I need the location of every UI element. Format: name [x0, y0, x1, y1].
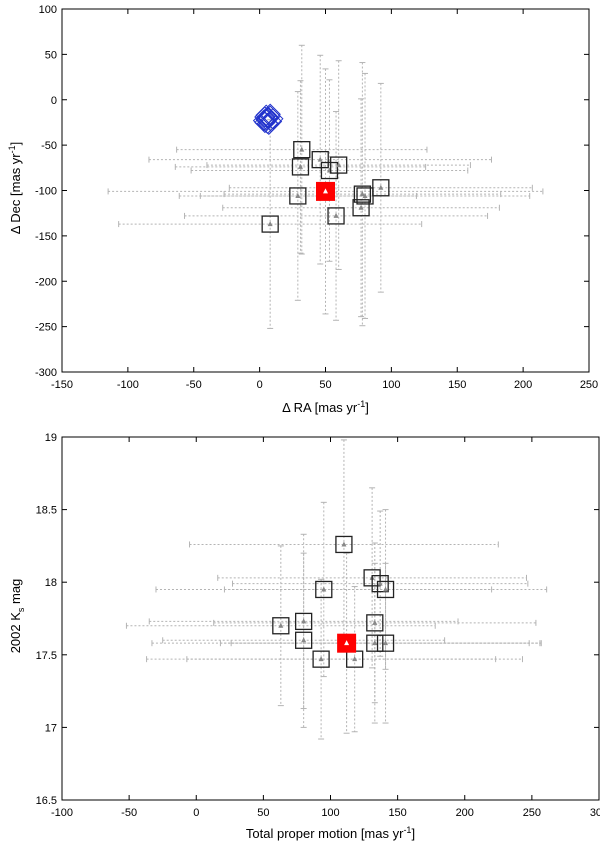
bottom-sample-square [272, 617, 290, 635]
top-sample-triangle [358, 204, 364, 210]
top-x-tick-label: -100 [117, 379, 139, 391]
top-y-tick-label: -50 [41, 140, 57, 152]
bottom-y-tick-label: 17.5 [36, 650, 57, 662]
bottom-sample-triangle [383, 586, 389, 592]
top-x-axis-title: Δ RA [mas yr-1] [282, 399, 369, 415]
bottom-plot-frame [61, 436, 600, 801]
top-sample-square [320, 161, 339, 180]
top-sample-triangle [362, 192, 368, 198]
top-sample-triangle [295, 192, 301, 198]
bottom-y-axis-title: 2002 Ks mag [8, 579, 26, 654]
bottom-y-tick-label: 16.5 [36, 795, 57, 807]
bottom-panel-pm-mag: -100 -50 0 50 100 150 200 250 300 16.5 17 17.5 18 18.… [36, 432, 600, 819]
bottom-x-tick-label: -50 [121, 807, 137, 819]
bottom-sample-square [335, 535, 353, 554]
bottom-target-triangle [344, 640, 350, 646]
top-x-tick-label: 100 [382, 379, 400, 391]
top-x-tick-label: 250 [580, 379, 598, 391]
bottom-sample-square [294, 612, 313, 631]
bottom-x-tick-label: -100 [51, 807, 73, 819]
top-y-tick-label: 0 [51, 95, 57, 107]
bottom-sample-triangle [341, 541, 347, 547]
bottom-x-tick-label: 50 [257, 807, 269, 819]
top-y-tick-label: -150 [35, 231, 57, 243]
top-sample-square [352, 199, 370, 217]
bottom-x-tick-label: 250 [523, 807, 541, 819]
top-sample-square [327, 207, 345, 225]
top-sample-square [353, 185, 372, 203]
bottom-sample-triangle [321, 586, 327, 592]
bottom-sample-square [312, 650, 330, 668]
bottom-sample-triangle [301, 637, 307, 643]
top-sample-square [291, 158, 310, 176]
top-y-tick-label: -250 [35, 322, 57, 334]
top-x-tick-label: -150 [51, 379, 73, 391]
bottom-sample-square [371, 575, 389, 593]
bottom-x-tick-label: 100 [321, 807, 339, 819]
top-sample-triangle [336, 162, 342, 168]
top-panel-ra-dec: -150 -100 -50 0 50 100 150 200 250 -300 -250 -200 -1… [35, 4, 598, 391]
top-x-tick-label: -50 [186, 379, 202, 391]
bottom-sample-square [376, 634, 395, 652]
top-sample-square [330, 156, 348, 174]
top-reference-diamond [259, 103, 281, 125]
top-x-tick-label: 50 [319, 379, 331, 391]
top-sample-square [289, 187, 307, 205]
top-reference-diamond [256, 107, 279, 129]
top-sample-triangle [333, 212, 339, 218]
bottom-y-tick-label: 19 [45, 432, 57, 444]
bottom-sample-triangle [352, 656, 358, 662]
bottom-sample-square [366, 634, 384, 652]
bottom-sample-triangle [377, 580, 383, 586]
top-reference-diamond [255, 104, 277, 126]
top-sample-square [261, 215, 279, 233]
top-sample-triangle [267, 221, 273, 227]
top-x-tick-label: 200 [514, 379, 532, 391]
top-sample-triangle [297, 163, 303, 169]
bottom-y-tick-label: 18.5 [36, 505, 57, 517]
bottom-sample-triangle [372, 640, 378, 646]
bottom-sample-square [366, 614, 384, 632]
top-x-tick-label: 0 [257, 379, 263, 391]
bottom-x-tick-label: 200 [456, 807, 474, 819]
top-sample-triangle [317, 156, 323, 162]
top-target-triangle [323, 188, 328, 194]
top-sample-square [293, 141, 311, 159]
top-sample-triangle [299, 146, 305, 152]
top-y-axis-title: Δ Dec [mas yr-1] [7, 142, 23, 235]
bottom-sample-triangle [318, 656, 324, 662]
top-sample-square [372, 179, 390, 197]
top-x-tick-label: 150 [448, 379, 466, 391]
top-sample-triangle [359, 191, 365, 197]
bottom-sample-triangle [372, 619, 378, 625]
bottom-sample-square [315, 580, 333, 599]
bottom-x-tick-label: 300 [590, 807, 600, 819]
bottom-sample-triangle [301, 618, 307, 624]
bottom-x-tick-label: 0 [193, 807, 199, 819]
bottom-sample-triangle [383, 640, 389, 646]
top-y-tick-label: -100 [35, 186, 57, 198]
bottom-sample-square [294, 631, 313, 649]
bottom-x-tick-label: 150 [388, 807, 406, 819]
top-y-tick-label: 50 [45, 49, 57, 61]
top-sample-square [311, 150, 329, 169]
top-y-tick-label: 100 [39, 4, 57, 16]
top-y-tick-label: -300 [35, 367, 57, 379]
bottom-sample-triangle [278, 622, 284, 628]
bottom-y-tick-label: 17 [45, 722, 57, 734]
top-y-tick-label: -200 [35, 276, 57, 288]
bottom-sample-square [376, 580, 395, 599]
top-reference-diamond [262, 108, 284, 130]
bottom-y-tick-label: 18 [45, 577, 57, 589]
top-sample-triangle [378, 184, 384, 190]
bottom-x-axis-title: Total proper motion [mas yr-1] [246, 825, 415, 841]
